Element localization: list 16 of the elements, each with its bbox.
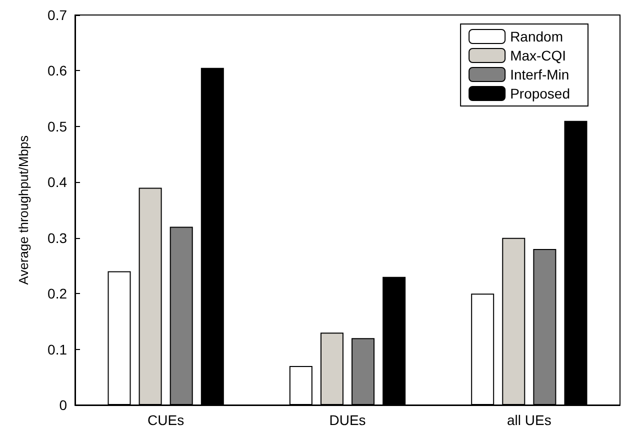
legend-label: Random [510,28,563,44]
y-tick-label: 0 [59,397,68,413]
y-tick-label: 0.4 [48,174,68,190]
x-tick-label: DUEs [329,412,366,428]
y-tick-label: 0.3 [48,230,68,246]
legend-label: Max-CQI [510,48,566,64]
legend-label: Interf-Min [510,66,570,82]
y-tick-label: 0.7 [48,7,68,23]
y-tick-label: 0.1 [48,341,68,358]
x-tick-label: CUEs [148,412,184,428]
y-axis-title: Average throughput/Mbps [16,134,31,285]
y-tick-label: 0.5 [48,118,68,134]
y-tick-label: 0.2 [48,286,68,302]
y-tick-label: 0.6 [48,62,68,79]
legend-label: Proposed [510,86,570,102]
x-tick-label: all UEs [506,412,552,428]
